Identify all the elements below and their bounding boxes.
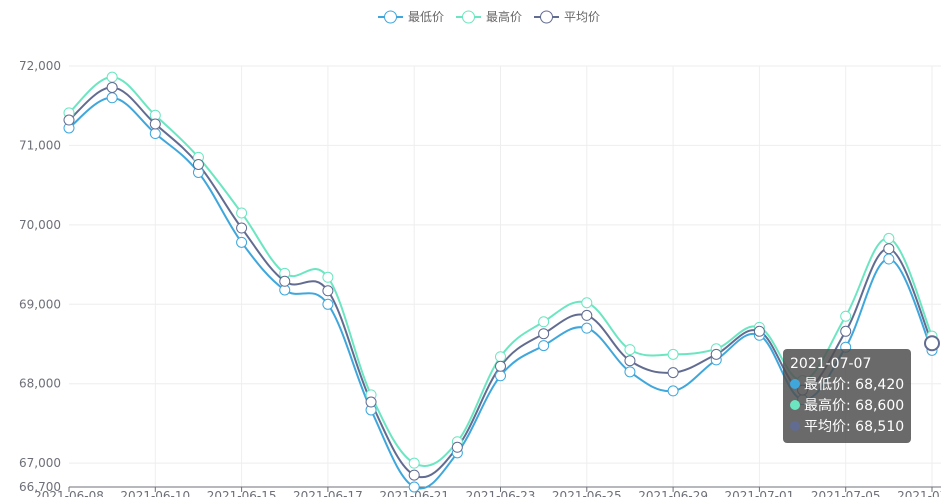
data-point — [451, 441, 463, 453]
data-point — [538, 328, 550, 340]
tooltip-dot — [790, 421, 800, 431]
data-point — [149, 128, 161, 140]
data-point — [883, 232, 895, 244]
data-point — [408, 481, 420, 493]
data-point — [624, 355, 636, 367]
data-point — [495, 370, 506, 382]
x-tick-label: 2021-06-25 — [552, 489, 622, 497]
data-point — [710, 348, 722, 360]
data-point — [408, 469, 420, 481]
data-point — [840, 310, 852, 322]
tooltip-dot — [790, 379, 800, 389]
data-point — [495, 351, 506, 363]
tooltip-title: 2021-07-07 — [790, 356, 872, 372]
data-point — [322, 285, 334, 297]
data-point — [192, 158, 204, 170]
data-point — [322, 298, 334, 310]
tooltip-text: 最高价: 68,600 — [804, 398, 905, 414]
data-point — [667, 367, 679, 379]
y-tick-label: 68,000 — [19, 377, 61, 391]
y-tick-label: 69,000 — [19, 297, 61, 311]
legend-label: 平均价 — [564, 10, 600, 24]
data-point — [236, 207, 248, 219]
data-point — [149, 118, 161, 130]
x-tick-label: 2021-06-29 — [638, 489, 708, 497]
y-tick-label: 67,000 — [19, 456, 61, 470]
data-point — [495, 360, 506, 372]
data-point — [322, 271, 334, 283]
x-tick-label: 2021-07-01 — [725, 489, 795, 497]
x-tick-label: 2021-07-07 — [897, 489, 941, 497]
tooltip: 2021-07-07 最低价: 68,420 最高价: 68,600 平均价: … — [783, 349, 912, 443]
tooltip-row: 平均价: 68,510 — [790, 417, 904, 438]
data-point — [408, 457, 420, 469]
y-tick-label: 66,700 — [19, 480, 61, 494]
data-point — [624, 344, 636, 356]
data-point — [538, 340, 550, 352]
y-tick-label: 70,000 — [19, 218, 61, 232]
data-point — [236, 222, 248, 234]
legend-icon — [384, 10, 397, 24]
data-point — [581, 297, 593, 309]
data-point — [883, 253, 895, 265]
x-tick-label: 2021-06-08 — [34, 489, 104, 497]
tooltip-row: 最高价: 68,600 — [790, 396, 904, 417]
x-tick-label: 2021-06-15 — [207, 489, 277, 497]
data-point — [365, 396, 377, 408]
y-tick-label: 72,000 — [19, 59, 61, 73]
tooltip-row: 最低价: 68,420 — [790, 375, 904, 396]
legend-label: 最低价 — [408, 10, 444, 24]
legend-icon — [462, 10, 475, 24]
legend: 最低价 最高价 平均价 — [378, 9, 600, 24]
legend-label: 最高价 — [486, 9, 522, 24]
data-point — [924, 335, 940, 352]
data-point — [106, 81, 118, 93]
x-tick-label: 2021-06-17 — [293, 489, 363, 497]
x-tick-label: 2021-07-05 — [811, 489, 881, 497]
data-point — [667, 385, 679, 397]
data-point — [538, 316, 550, 328]
data-point — [581, 309, 593, 321]
data-point — [236, 236, 248, 248]
data-point — [883, 243, 895, 255]
tooltip-dot — [790, 400, 800, 410]
x-tick-label: 2021-06-23 — [466, 489, 536, 497]
y-tick-label: 71,000 — [19, 138, 61, 152]
data-point — [106, 71, 118, 83]
data-point — [624, 366, 636, 378]
data-point — [279, 275, 291, 287]
data-point — [840, 325, 852, 337]
data-point — [753, 325, 765, 337]
x-tick-label: 2021-06-10 — [120, 489, 190, 497]
data-point — [581, 322, 593, 334]
legend-icon — [540, 10, 553, 24]
data-point — [63, 114, 75, 126]
data-point — [667, 348, 679, 360]
data-point — [106, 92, 118, 104]
tooltip-text: 平均价: 68,510 — [804, 419, 905, 435]
tooltip-text: 最低价: 68,420 — [804, 377, 905, 393]
x-tick-label: 2021-06-21 — [379, 489, 449, 497]
